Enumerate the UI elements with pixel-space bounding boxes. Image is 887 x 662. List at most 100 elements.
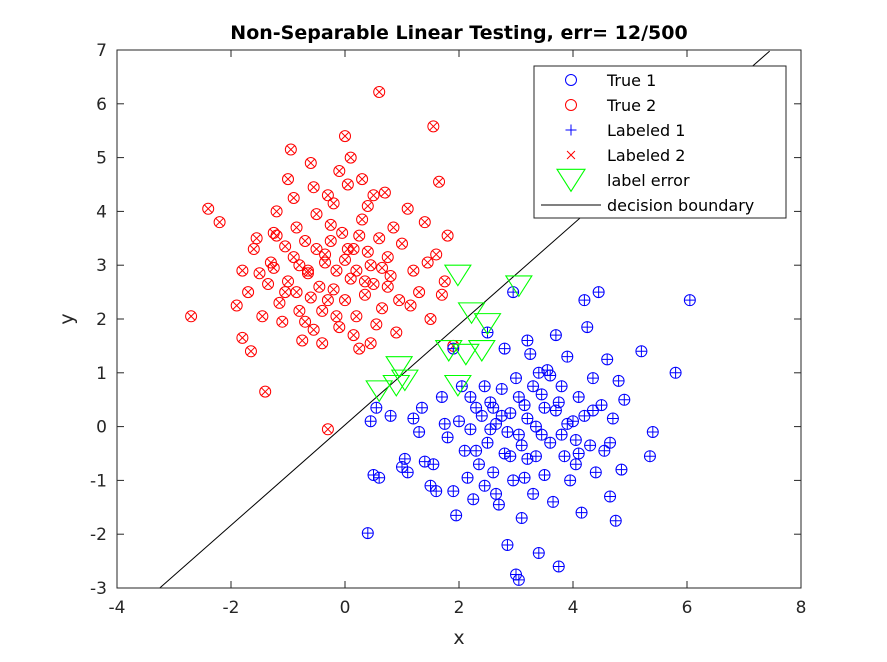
x-tick-label: 4 [568,598,579,618]
class-1-point [413,425,426,438]
labeled-2-marker [292,223,301,232]
class-1-point [370,401,383,414]
class-2-point [270,229,283,242]
labeled-1-marker [399,453,411,465]
class-1-point [527,380,540,393]
legend-label: Labeled 2 [607,146,685,165]
class-1-point [558,450,571,463]
labeled-2-marker [391,328,401,337]
labeled-2-marker [326,236,336,246]
class-1-point [418,455,431,468]
labeled-2-marker [369,190,378,200]
class-2-point [273,296,286,309]
labeled-1-marker [499,343,511,355]
label-error-marker [467,339,496,362]
labeled-2-marker [323,190,333,200]
y-tick-label: -2 [90,525,107,545]
labeled-2-marker [366,260,375,270]
class-2-point [324,234,337,247]
labeled-1-marker [519,399,531,411]
class-2-point [321,189,334,202]
labeled-2-marker [317,338,327,348]
class-2-point [313,280,326,293]
labeled-2-marker [283,277,293,286]
class-2-point [390,326,403,339]
labeled-1-marker [576,507,588,519]
class-2-point [185,310,198,323]
labeled-1-marker [615,464,627,476]
true-2-marker [378,186,391,199]
class-2-point [353,229,366,242]
class-2-point [304,156,317,169]
class-2-point [333,165,346,178]
true-2-marker [259,385,272,398]
true-2-marker [287,251,300,264]
class-2-point [358,275,371,288]
true-2-marker [358,288,371,301]
labeled-1-marker [578,410,590,422]
class-2-point [293,304,306,317]
class-2-point [381,251,394,264]
true-2-marker [316,304,329,317]
true-2-marker [438,275,451,288]
labeled-2-marker [431,250,441,259]
legend-label: True 2 [606,96,656,115]
legend-item: True 2 [565,96,656,115]
class-1-point [401,466,414,479]
labeled-1-marker [482,437,493,449]
class-1-point [572,447,585,460]
labeled-2-marker [280,242,290,251]
class-1-point [569,458,582,471]
labeled-1-marker [464,423,476,435]
true-2-marker [327,197,340,210]
class-2-point [307,181,320,194]
labeled-1-marker [487,466,499,478]
class-2-point [287,251,300,264]
legend-circle-icon [565,99,577,111]
label-error-marker [451,343,480,366]
true-2-marker [316,337,329,350]
true-2-marker [418,216,431,229]
true-2-marker [324,218,337,231]
true-2-marker [407,264,420,277]
class-2-point [413,286,426,299]
labeled-1-marker [462,472,474,484]
class-1-point [592,286,605,299]
class-2-point [376,261,389,274]
labeled-2-marker [372,320,381,329]
labeled-1-marker [647,426,659,438]
legend-box [533,65,787,219]
labeled-2-marker [346,274,356,283]
label-error-marker [390,369,419,392]
true-2-marker [364,259,377,272]
true-2-marker [202,202,215,215]
class-1-point [584,439,597,452]
labeled-1-marker [476,410,488,422]
class-1-point [561,417,574,430]
legend-item: Labeled 2 [566,146,685,165]
x-axis-ticks: -4 -2 0 2 4 6 8 [109,50,806,618]
true-2-marker [353,229,366,242]
labeled-1-marker [556,380,568,392]
class-2-point [364,337,377,350]
class-1-point [441,431,454,444]
true-2-marker [333,165,346,178]
labeled-2-marker [343,180,353,189]
labeled-2-marker [426,314,435,324]
labeled-2-marker [283,174,293,184]
y-tick-label: 2 [96,310,107,330]
labeled-2-marker [377,263,387,273]
true-2-marker [393,294,406,307]
labeled-2-marker [275,298,284,308]
true-2-marker [441,229,454,242]
labeled-2-marker [383,282,393,292]
labeled-2-marker [263,279,273,289]
labeled-2-marker [363,201,373,211]
legend-label: True 1 [606,71,656,90]
labeled-1-marker [561,351,573,363]
class-1-point [604,490,617,503]
class-1-point [604,436,617,449]
class-1-point [598,444,611,457]
labeled-1-marker [513,574,525,586]
labeled-2-marker [258,311,267,321]
